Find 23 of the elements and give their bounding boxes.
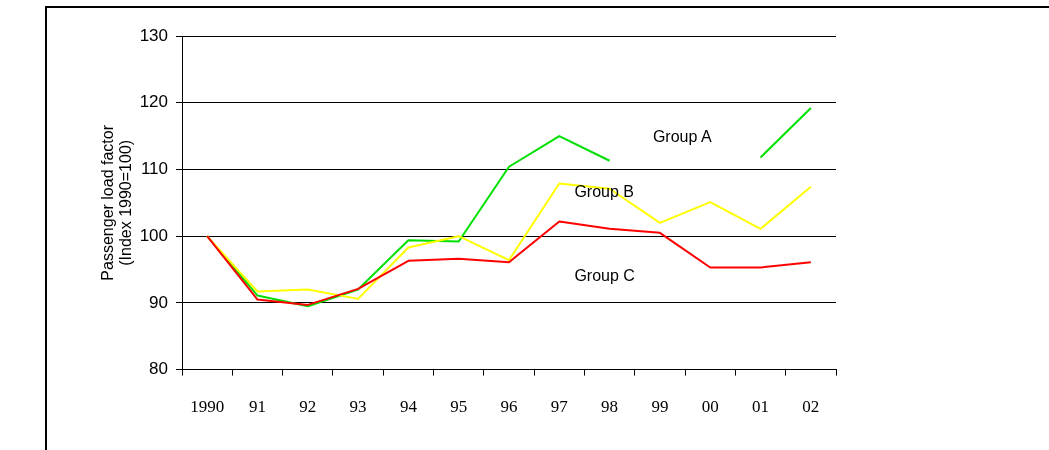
series-label: Group B	[574, 183, 634, 201]
y-tick-label: 100	[139, 225, 168, 245]
y-axis-title: Passenger load factor (Index 1990=100)	[99, 124, 134, 281]
y-tick-label: 120	[139, 92, 168, 112]
y-tick-label: 90	[149, 292, 168, 312]
x-tick-label: 1990	[190, 397, 225, 417]
x-tick-label: 91	[248, 397, 266, 417]
x-tick-label: 95	[450, 397, 468, 417]
x-tick-label: 02	[802, 397, 820, 417]
x-tick-label: 99	[651, 397, 669, 417]
x-tick-label: 00	[701, 397, 719, 417]
x-tick-label: 97	[550, 397, 569, 417]
x-tick-label: 96	[500, 397, 518, 417]
x-tick-label: 93	[349, 397, 367, 417]
x-tick-label: 94	[399, 397, 418, 417]
y-tick-label: 130	[139, 25, 168, 45]
x-tick-label: 92	[299, 397, 317, 417]
x-tick-label: 98	[601, 397, 619, 417]
x-tick-label: 01	[752, 397, 770, 417]
text: Group C	[574, 266, 635, 284]
text: Group A	[652, 128, 712, 146]
y-tick-label: 110	[140, 159, 168, 179]
y-tick-label: 80	[149, 359, 168, 379]
